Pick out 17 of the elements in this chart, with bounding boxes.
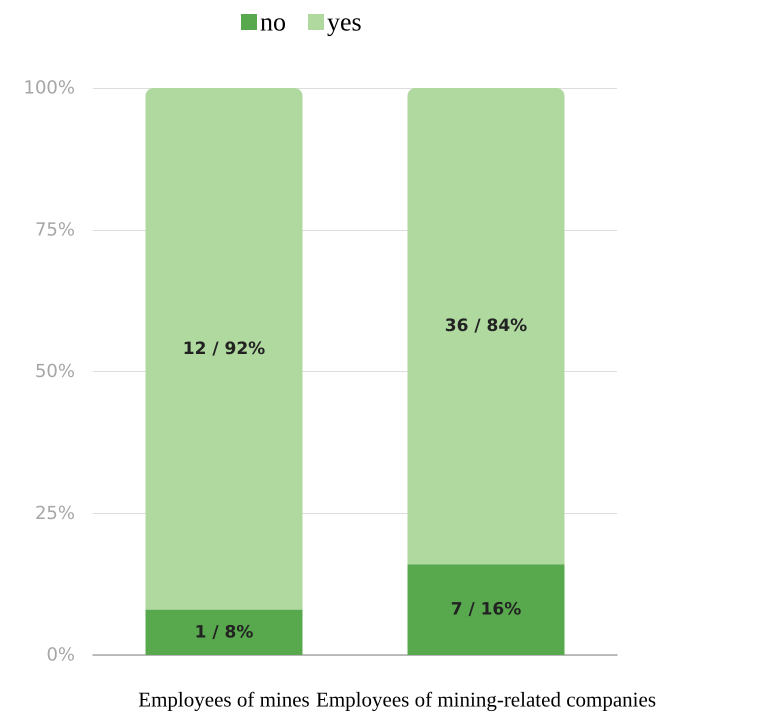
bar (146, 610, 302, 655)
data-label: 12 / 92% (182, 338, 266, 359)
data-label: 36 / 84% (444, 316, 528, 336)
legend-label: no (260, 8, 286, 36)
bar (408, 564, 564, 655)
y-tick-label: 100% (24, 78, 75, 98)
bar (408, 88, 564, 564)
y-tick-label: 50% (34, 361, 75, 382)
data-label: 7 / 16% (450, 600, 522, 620)
y-tick-label: 75% (34, 219, 75, 240)
x-tick-label: Employees of mines (138, 688, 310, 712)
x-tick-label: Employees of mining-related companies (316, 688, 656, 712)
y-tick-label: 25% (34, 502, 75, 524)
y-tick-label: 0% (46, 644, 75, 666)
data-label: 1 / 8% (194, 622, 254, 642)
bar (146, 88, 302, 610)
legend-label: yes (327, 8, 362, 36)
